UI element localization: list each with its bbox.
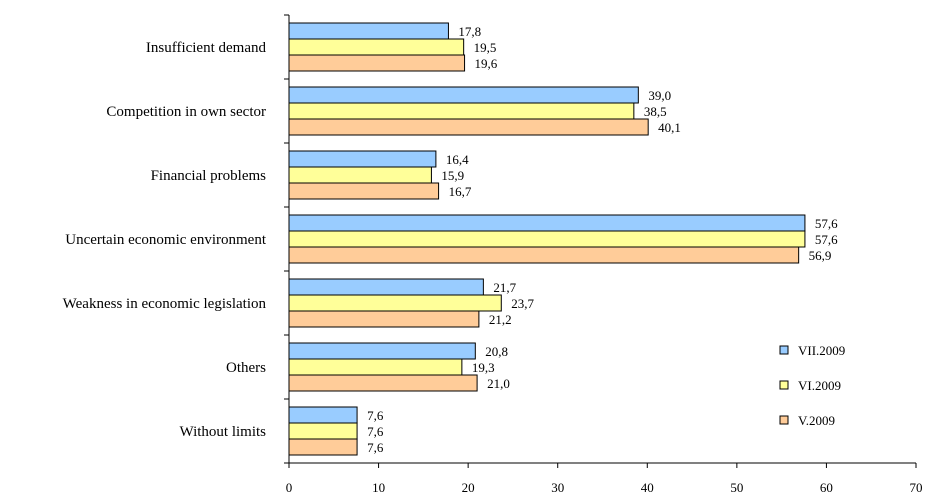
bar-VII.2009 bbox=[288, 86, 639, 104]
data-label: 23,7 bbox=[511, 296, 534, 311]
legend-swatch bbox=[779, 380, 789, 390]
bar-V.2009 bbox=[288, 374, 478, 392]
category-label: Competition in own sector bbox=[106, 104, 266, 120]
bar-VI.2009 bbox=[288, 358, 463, 376]
category-label: Without limits bbox=[180, 424, 267, 440]
bar-VI.2009 bbox=[288, 230, 806, 248]
bar-V.2009 bbox=[288, 118, 649, 136]
data-label: 21,2 bbox=[489, 312, 512, 327]
category-labels: Insufficient demand Competition in own se… bbox=[63, 40, 267, 440]
x-tick-label: 70 bbox=[910, 480, 923, 495]
data-label: 57,6 bbox=[815, 216, 838, 231]
bar-VI.2009 bbox=[288, 102, 635, 120]
legend-label: V.2009 bbox=[798, 413, 835, 428]
data-label: 7,6 bbox=[367, 424, 384, 439]
x-tick-label: 20 bbox=[462, 480, 475, 495]
bar-V.2009 bbox=[288, 246, 800, 264]
data-label: 7,6 bbox=[367, 440, 384, 455]
plot-area: 17,819,519,6 39,038,540,1 16,415,916,7 57,6… bbox=[284, 14, 916, 467]
category-label: Financial problems bbox=[151, 168, 267, 184]
data-label: 56,9 bbox=[809, 248, 832, 263]
x-tick-label: 30 bbox=[551, 480, 564, 495]
data-label: 21,7 bbox=[493, 280, 516, 295]
data-label: 38,5 bbox=[644, 104, 667, 119]
category-label: Insufficient demand bbox=[146, 40, 267, 56]
data-label: 15,9 bbox=[441, 168, 464, 183]
bar-VII.2009 bbox=[288, 342, 476, 360]
data-label: 19,5 bbox=[474, 40, 497, 55]
x-tick-label: 50 bbox=[730, 480, 743, 495]
data-label: 57,6 bbox=[815, 232, 838, 247]
data-label: 17,8 bbox=[458, 24, 481, 39]
bar-VII.2009 bbox=[288, 22, 449, 40]
bar-VI.2009 bbox=[288, 422, 358, 440]
bar-VII.2009 bbox=[288, 278, 484, 296]
data-label: 7,6 bbox=[367, 408, 384, 423]
data-label: 19,3 bbox=[472, 360, 495, 375]
data-label: 20,8 bbox=[485, 344, 508, 359]
bar-VII.2009 bbox=[288, 150, 437, 168]
legend-swatch bbox=[779, 345, 789, 355]
bar-VII.2009 bbox=[288, 406, 358, 424]
bar-V.2009 bbox=[288, 182, 440, 200]
data-label: 40,1 bbox=[658, 120, 681, 135]
bar-V.2009 bbox=[288, 438, 358, 456]
category-label: Uncertain economic environment bbox=[65, 232, 267, 248]
legend: VII.2009 VI.2009 V.2009 bbox=[779, 343, 845, 428]
x-axis-ticks: 0 10 20 30 40 50 60 70 bbox=[286, 463, 923, 495]
category-label: Others bbox=[226, 360, 266, 376]
legend-swatch bbox=[779, 415, 789, 425]
bar-VI.2009 bbox=[288, 38, 465, 56]
data-label: 19,6 bbox=[475, 56, 498, 71]
x-tick-label: 60 bbox=[820, 480, 833, 495]
bar-V.2009 bbox=[288, 310, 480, 328]
x-tick-label: 10 bbox=[372, 480, 385, 495]
x-tick-label: 40 bbox=[641, 480, 654, 495]
bar-V.2009 bbox=[288, 54, 466, 72]
bar-VI.2009 bbox=[288, 166, 432, 184]
data-label: 16,4 bbox=[446, 152, 469, 167]
data-label: 21,0 bbox=[487, 376, 510, 391]
category-label: Weakness in economic legislation bbox=[63, 296, 267, 312]
x-tick-label: 0 bbox=[286, 480, 293, 495]
legend-label: VI.2009 bbox=[798, 378, 841, 393]
data-label: 39,0 bbox=[648, 88, 671, 103]
bar-VI.2009 bbox=[288, 294, 502, 312]
data-label: 16,7 bbox=[449, 184, 472, 199]
bar-VII.2009 bbox=[288, 214, 806, 232]
legend-label: VII.2009 bbox=[798, 343, 845, 358]
